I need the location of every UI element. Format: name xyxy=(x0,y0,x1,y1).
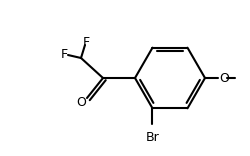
Text: F: F xyxy=(82,36,89,49)
Text: O: O xyxy=(218,71,228,85)
Text: Br: Br xyxy=(145,131,159,144)
Text: O: O xyxy=(76,95,86,109)
Text: F: F xyxy=(60,47,67,61)
